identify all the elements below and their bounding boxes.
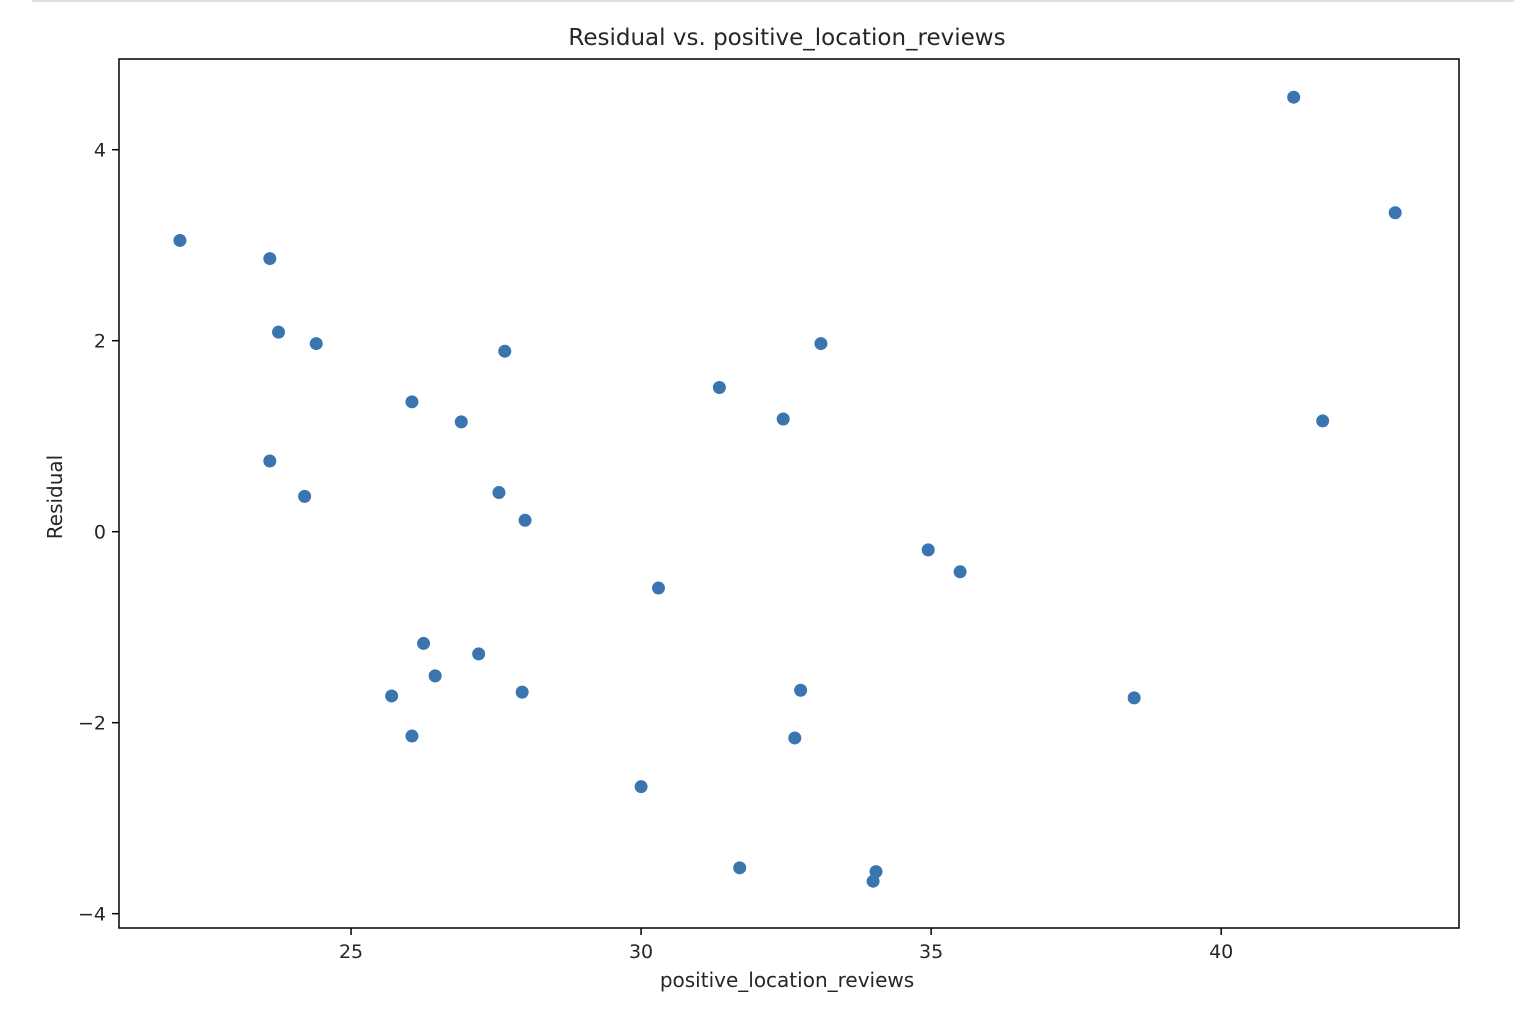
scatter-point	[712, 381, 726, 395]
x-axis: 25 30 35 40	[339, 928, 1233, 963]
x-tick-label: 25	[339, 941, 363, 963]
scatter-point	[953, 565, 967, 579]
y-tick-label: −4	[78, 904, 106, 926]
scatter-point	[794, 683, 808, 697]
axes-frame	[118, 58, 1460, 929]
y-tick-label: 4	[94, 140, 106, 162]
scatter-point	[309, 337, 323, 351]
x-tick-label: 40	[1209, 941, 1233, 963]
y-axis: −4 −2 0 2 4	[78, 140, 119, 926]
scatter-point	[385, 689, 399, 703]
scatter-point	[651, 581, 665, 595]
scatter-point	[788, 731, 802, 745]
x-axis-label: positive_location_reviews	[660, 968, 914, 992]
x-tick-label: 30	[629, 941, 653, 963]
scatter-point	[417, 636, 431, 650]
scatter-point	[405, 395, 419, 409]
cell-top-border	[32, 0, 1514, 2]
data-points	[173, 90, 1402, 888]
scatter-point	[428, 669, 442, 683]
scatter-point	[173, 233, 187, 247]
scatter-point	[634, 780, 648, 794]
y-tick-label: 2	[94, 331, 106, 353]
x-tick-label: 35	[919, 941, 943, 963]
scatter-point	[518, 513, 532, 527]
y-tick-label: 0	[94, 522, 106, 544]
y-tick-label: −2	[78, 713, 106, 735]
scatter-point	[272, 325, 286, 339]
scatter-point	[1316, 414, 1330, 428]
scatter-point	[733, 861, 747, 875]
scatter-point	[498, 344, 512, 358]
scatter-point	[1287, 90, 1301, 104]
scatter-point	[492, 486, 506, 500]
scatter-point	[776, 412, 790, 426]
scatter-point	[1127, 691, 1141, 705]
scatter-point	[472, 647, 486, 661]
scatter-point	[298, 489, 312, 503]
scatter-point	[814, 337, 828, 351]
scatter-point	[1388, 206, 1402, 220]
scatter-point	[454, 415, 468, 429]
scatter-point	[866, 874, 880, 888]
plot-area	[118, 58, 1460, 929]
scatter-point	[515, 685, 529, 699]
scatter-point	[263, 454, 277, 468]
y-axis-label: Residual	[43, 455, 67, 539]
scatter-point	[263, 252, 277, 266]
scatter-point	[405, 729, 419, 743]
chart-title: Residual vs. positive_location_reviews	[568, 25, 1005, 51]
scatter-point	[921, 543, 935, 557]
